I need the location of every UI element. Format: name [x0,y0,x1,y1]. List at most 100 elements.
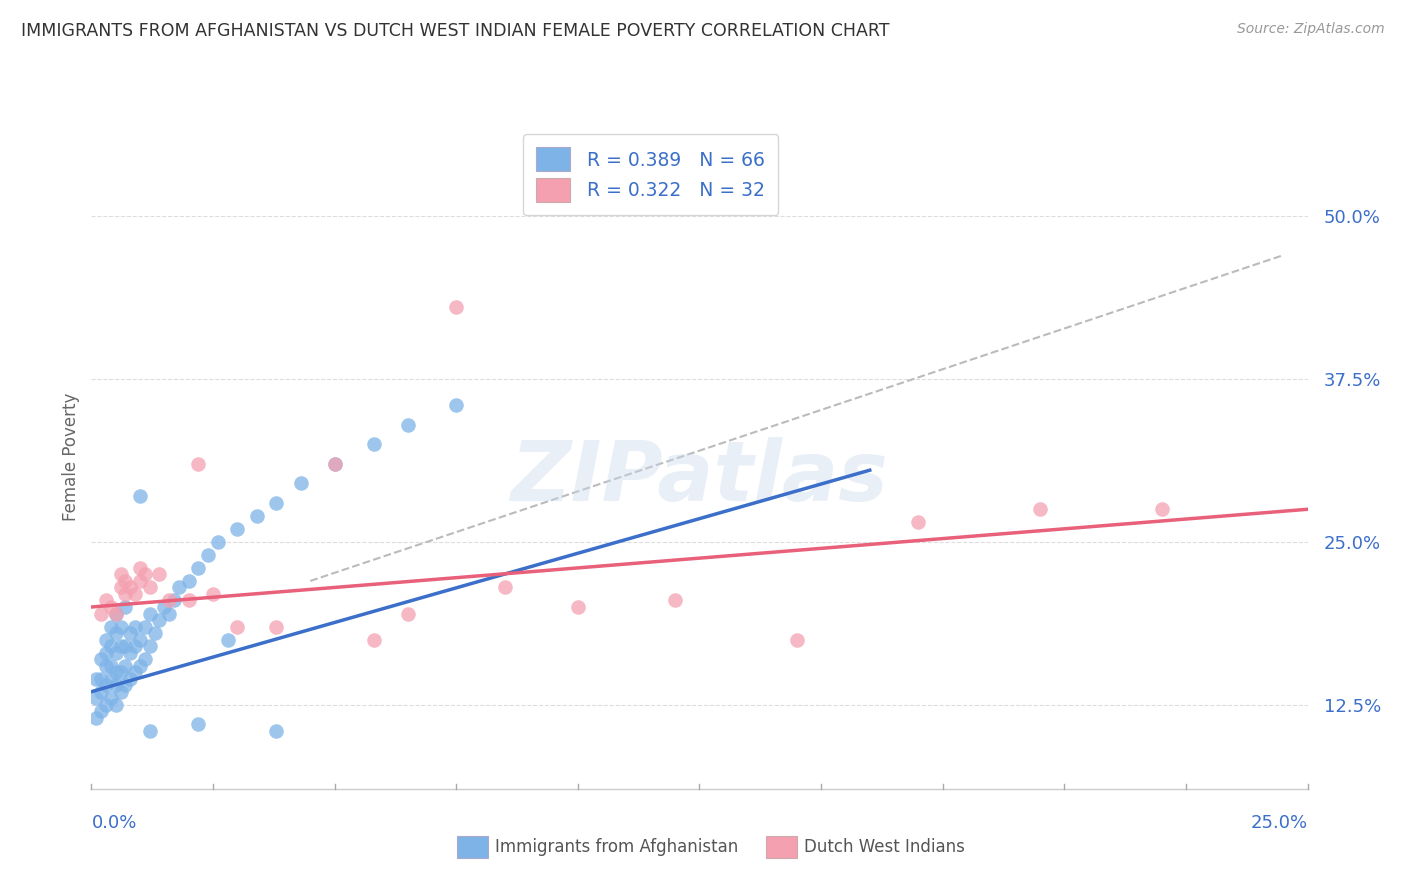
Point [114,639,136,653]
Point [134,619,156,633]
Point [120,581,142,595]
Point [444,301,467,315]
Point [94,698,117,712]
Point [104,607,127,621]
Point [664,593,686,607]
Point [104,646,127,660]
Point [264,496,287,510]
Text: IMMIGRANTS FROM AFGHANISTAN VS DUTCH WEST INDIAN FEMALE POVERTY CORRELATION CHAR: IMMIGRANTS FROM AFGHANISTAN VS DUTCH WES… [21,22,890,40]
Point [120,646,142,660]
Point [494,581,516,595]
Point [567,599,589,614]
Point [100,672,122,686]
Point [167,581,190,595]
Point [110,581,132,595]
Point [104,698,127,712]
Point [84,672,107,686]
Text: Source: ZipAtlas.com: Source: ZipAtlas.com [1237,22,1385,37]
Point [90,607,112,621]
Point [90,704,112,718]
Point [129,489,152,503]
Point [120,672,142,686]
Point [94,658,117,673]
Point [907,516,929,530]
Point [363,437,385,451]
Point [134,652,156,666]
Point [444,398,467,412]
Point [153,599,176,614]
Point [110,619,132,633]
Point [100,658,122,673]
Point [139,723,162,738]
Point [94,646,117,660]
Point [94,593,117,607]
Point [264,619,287,633]
Point [110,567,132,582]
Point [187,717,209,731]
Point [139,607,162,621]
Point [114,678,136,692]
Point [124,619,146,633]
Point [129,658,152,673]
Point [110,665,132,680]
Point [226,522,249,536]
Point [148,613,170,627]
Point [290,476,312,491]
Point [129,561,152,575]
Y-axis label: Female Poverty: Female Poverty [62,393,80,521]
Point [114,599,136,614]
Point [84,711,107,725]
Point [786,632,808,647]
Point [104,626,127,640]
Point [129,574,152,588]
Point [124,639,146,653]
Point [246,508,269,523]
Point [177,593,200,607]
Point [148,567,170,582]
Point [120,626,142,640]
Point [114,658,136,673]
Point [110,639,132,653]
Point [143,626,166,640]
Point [264,723,287,738]
Point [396,417,419,432]
Point [114,587,136,601]
Point [207,534,229,549]
Point [177,574,200,588]
Point [100,599,122,614]
Point [94,678,117,692]
Point [323,457,346,471]
Point [187,457,209,471]
Point [114,574,136,588]
Point [1029,502,1052,516]
Point [124,665,146,680]
Point [129,632,152,647]
Point [90,672,112,686]
Point [187,561,209,575]
Text: Immigrants from Afghanistan: Immigrants from Afghanistan [495,838,738,856]
Point [110,684,132,698]
Point [217,632,239,647]
Text: 0.0%: 0.0% [91,814,136,831]
Point [323,457,346,471]
Point [84,691,107,706]
Point [104,678,127,692]
Point [139,581,162,595]
Point [139,639,162,653]
Point [226,619,249,633]
Bar [457,836,488,858]
Point [202,587,225,601]
Point [163,593,186,607]
Text: Dutch West Indians: Dutch West Indians [804,838,965,856]
Text: ZIPatlas: ZIPatlas [510,436,889,517]
Point [396,607,419,621]
Point [134,567,156,582]
Point [100,619,122,633]
Legend:  R = 0.389   N = 66,  R = 0.322   N = 32: R = 0.389 N = 66, R = 0.322 N = 32 [523,135,779,215]
Point [157,607,180,621]
Point [90,652,112,666]
Point [94,632,117,647]
Point [1150,502,1173,516]
Point [100,639,122,653]
Point [363,632,385,647]
